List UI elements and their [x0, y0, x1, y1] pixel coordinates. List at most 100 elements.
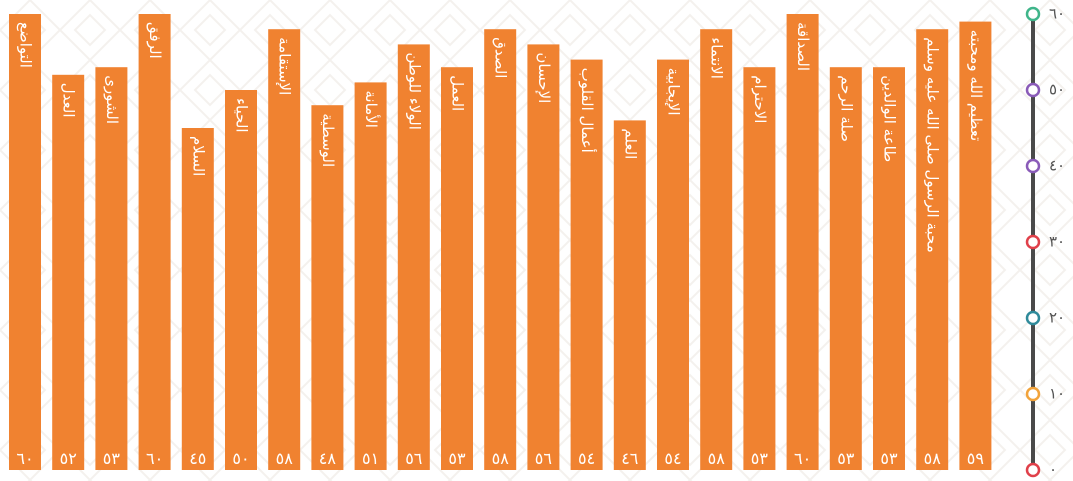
bar-value-label: ٤٥ [189, 449, 206, 468]
bar-group: الانتماء ٥٨ [700, 29, 733, 470]
bar-value-label: ٥٤ [578, 449, 595, 468]
bar [484, 29, 517, 470]
bars-layer: التواضع٦٠العدل٥٢الشورى٥٣الرفق٦٠السلام٤٥ا… [9, 14, 992, 471]
bar-group: الشورى ٥٣ [95, 67, 128, 470]
bar-value-label: ٦٠ [146, 449, 163, 468]
tick-marker [1025, 82, 1041, 98]
bar [613, 120, 646, 471]
bar [700, 29, 733, 470]
tick-label: ٤٠ [1049, 157, 1065, 175]
bar-group: العلم ٤٦ [613, 120, 646, 471]
bar-category-label: العدل [60, 83, 78, 118]
bar-value-label: ٥٩ [967, 449, 984, 468]
bar-group: العمل ٥٣ [441, 67, 473, 470]
bar-category-label: الإستقامة [276, 37, 294, 95]
bar-group: الإحسان ٥٦ [527, 44, 560, 471]
bar-group: التواضع ٦٠ [9, 14, 41, 470]
bar-value-label: ٥٣ [880, 449, 898, 468]
bar-category-label: الولاء للوطن [405, 52, 423, 130]
bar-value-label: ٥٨ [708, 449, 726, 468]
bar [181, 128, 214, 470]
bar [657, 59, 689, 470]
bar-value-label: ٤٨ [319, 449, 337, 468]
bar-category-label: الصداقة [794, 22, 812, 71]
bar-value-label: ٥٦ [405, 449, 422, 468]
bar [959, 21, 992, 470]
bar-value-label: ٥١ [362, 449, 379, 468]
bar-value-label: ٥٠ [232, 449, 249, 468]
bar [916, 29, 949, 470]
bar [743, 67, 776, 470]
bar-value-label: ٥٣ [103, 449, 121, 468]
tick-marker [1025, 234, 1041, 250]
tick-label: ١٠ [1049, 385, 1065, 403]
bar-category-label: الانتماء [708, 37, 726, 79]
bar-group: الأمانة ٥١ [354, 82, 387, 471]
tick-marker [1025, 158, 1041, 174]
bar-group: الصداقة ٦٠ [786, 14, 819, 470]
bar-category-label: تعظيم الله ومحبته [967, 30, 985, 142]
bar [829, 67, 862, 470]
tick-label: ٦٠ [1049, 5, 1065, 23]
bar [95, 67, 128, 470]
bar-group: الوسطية ٤٨ [311, 105, 344, 470]
y-axis: ٠ ١٠ ٢٠ ٣٠ ٤٠ ٥٠ ٦٠ [1025, 5, 1065, 479]
bar-category-label: الإحسان [535, 52, 553, 103]
bar [225, 90, 257, 470]
bar [397, 44, 430, 471]
bar [527, 44, 560, 471]
bar-category-label: العلم [621, 128, 639, 159]
bar-category-label: العمل [449, 75, 467, 111]
bar-value-label: ٤٦ [621, 449, 638, 468]
bar-value-label: ٦٠ [794, 449, 811, 468]
bar-category-label: أعمال القلوب [578, 68, 597, 153]
bar [311, 105, 344, 470]
bar-category-label: الرفق [146, 22, 164, 59]
tick-marker [1025, 386, 1041, 402]
bar-group: تعظيم الله ومحبته ٥٩ [959, 21, 992, 470]
tick-marker [1025, 6, 1041, 22]
bar-category-label: طاعة الوالدين [881, 75, 899, 162]
bar-category-label: الأمانة [362, 90, 381, 128]
bar-group: صلة الرحم ٥٣ [829, 67, 862, 470]
bar-category-label: الإيجابية [665, 68, 683, 116]
bar-category-label: صلة الرحم [837, 75, 855, 142]
bar [138, 14, 171, 470]
bar-category-label: السلام [189, 136, 207, 176]
tick-label: ٢٠ [1049, 309, 1065, 327]
bar [786, 14, 819, 470]
bar-group: الرفق ٦٠ [138, 14, 171, 470]
bar-value-label: ٦٠ [16, 449, 33, 468]
bar-value-label: ٥٤ [664, 449, 681, 468]
tick-label: ٣٠ [1049, 233, 1065, 251]
bar-category-label: الصدق [492, 37, 510, 78]
bar-group: الصدق ٥٨ [484, 29, 517, 470]
bar [52, 74, 85, 471]
bar-group: الاحترام ٥٣ [743, 67, 776, 470]
bar-value-label: ٥٣ [751, 449, 769, 468]
bar-value-label: ٥٢ [60, 449, 77, 468]
bar-category-label: الشورى [103, 75, 121, 124]
bar-group: السلام ٤٥ [181, 128, 214, 470]
bar-category-label: الحياء [233, 98, 251, 133]
bar-group: محبة الرسول صلى الله عليه وسلم ٥٨ [916, 29, 949, 470]
bar-value-label: ٥٣ [837, 449, 855, 468]
tick-label: ٠ [1049, 461, 1057, 479]
tick-marker [1025, 462, 1041, 478]
bar-group: العدل ٥٢ [52, 74, 85, 471]
bar-value-label: ٥٦ [535, 449, 552, 468]
bar-group: طاعة الوالدين ٥٣ [873, 67, 905, 470]
bar-value-label: ٥٨ [276, 449, 294, 468]
bar-group: أعمال القلوب ٥٤ [570, 59, 603, 470]
bar-group: الحياء ٥٠ [225, 90, 257, 470]
bar-value-label: ٥٨ [924, 449, 942, 468]
bar [268, 29, 301, 470]
bar-category-label: محبة الرسول صلى الله عليه وسلم [924, 37, 942, 253]
bar-category-label: الوسطية [319, 113, 337, 167]
bar [9, 14, 41, 470]
bar-group: الإستقامة ٥٨ [268, 29, 301, 470]
bar-value-label: ٥٣ [448, 449, 466, 468]
bar-category-label: التواضع [17, 22, 35, 68]
bar-group: الولاء للوطن ٥٦ [397, 44, 430, 471]
